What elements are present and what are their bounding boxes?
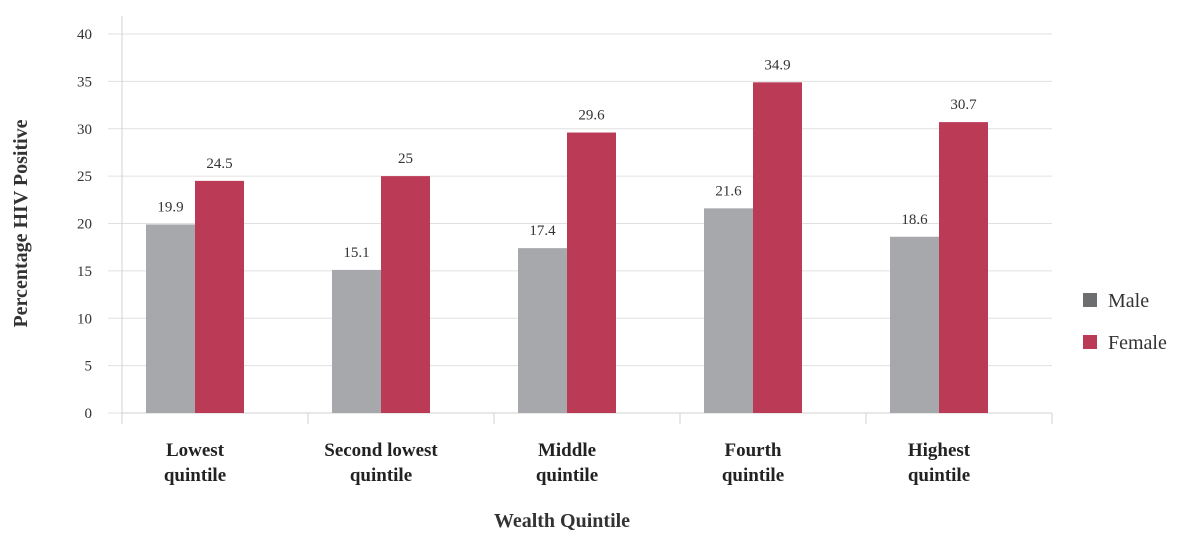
data-labels: 19.9 24.5 15.1 25 17.4 29.6 21.6 34.9 18.6 30.7 bbox=[157, 57, 977, 261]
legend-swatch-female bbox=[1083, 335, 1097, 349]
data-label: 18.6 bbox=[901, 212, 928, 228]
legend-swatch-male bbox=[1083, 293, 1097, 307]
y-tick-label: 15 bbox=[77, 264, 92, 280]
y-tick-label: 20 bbox=[77, 217, 92, 233]
data-label: 21.6 bbox=[715, 183, 742, 199]
y-tick-label: 0 bbox=[85, 406, 93, 422]
bar-male bbox=[890, 236, 939, 413]
x-category-label: quintile bbox=[908, 465, 970, 486]
bar-female bbox=[195, 180, 244, 413]
y-tick-label: 40 bbox=[77, 27, 92, 43]
y-tick-label: 30 bbox=[77, 122, 92, 138]
x-category-label: quintile bbox=[722, 465, 784, 486]
bar-male bbox=[332, 269, 381, 413]
bar-female bbox=[753, 82, 802, 413]
x-category-label: quintile bbox=[536, 465, 598, 486]
data-label: 19.9 bbox=[157, 199, 183, 215]
bar-male bbox=[518, 248, 567, 413]
data-label: 29.6 bbox=[578, 108, 605, 124]
y-tick-label: 35 bbox=[77, 74, 92, 90]
x-category-label: Second lowest bbox=[324, 440, 438, 461]
x-category-label: Fourth bbox=[725, 440, 782, 461]
data-label: 34.9 bbox=[764, 57, 790, 73]
x-axis-title: Wealth Quintile bbox=[494, 510, 630, 532]
y-tick-label: 5 bbox=[85, 359, 93, 375]
bar-female bbox=[567, 132, 616, 414]
y-axis-title: Percentage HIV Positive bbox=[10, 119, 32, 327]
x-category-label: Lowest bbox=[166, 440, 225, 461]
legend-label-male: Male bbox=[1108, 290, 1149, 312]
x-category-label: Middle bbox=[538, 440, 596, 461]
bar-male bbox=[704, 208, 753, 413]
bars bbox=[146, 82, 988, 414]
tick-labels: 0 5 10 15 20 25 30 35 40 Lowest quintile Second low… bbox=[77, 27, 971, 486]
bar-female bbox=[381, 176, 430, 413]
x-category-label: Highest bbox=[908, 440, 971, 461]
data-label: 25 bbox=[398, 151, 413, 167]
legend-label-female: Female bbox=[1108, 332, 1167, 354]
data-label: 15.1 bbox=[343, 245, 369, 261]
data-label: 17.4 bbox=[529, 223, 556, 239]
y-tick-label: 25 bbox=[77, 169, 92, 185]
legend: Male Female bbox=[1083, 290, 1167, 354]
x-category-label: quintile bbox=[164, 465, 226, 486]
bar-female bbox=[939, 122, 988, 414]
data-label: 30.7 bbox=[950, 97, 977, 113]
bar-male bbox=[146, 224, 195, 413]
data-label: 24.5 bbox=[206, 156, 232, 172]
y-tick-label: 10 bbox=[77, 311, 92, 327]
x-category-label: quintile bbox=[350, 465, 412, 486]
